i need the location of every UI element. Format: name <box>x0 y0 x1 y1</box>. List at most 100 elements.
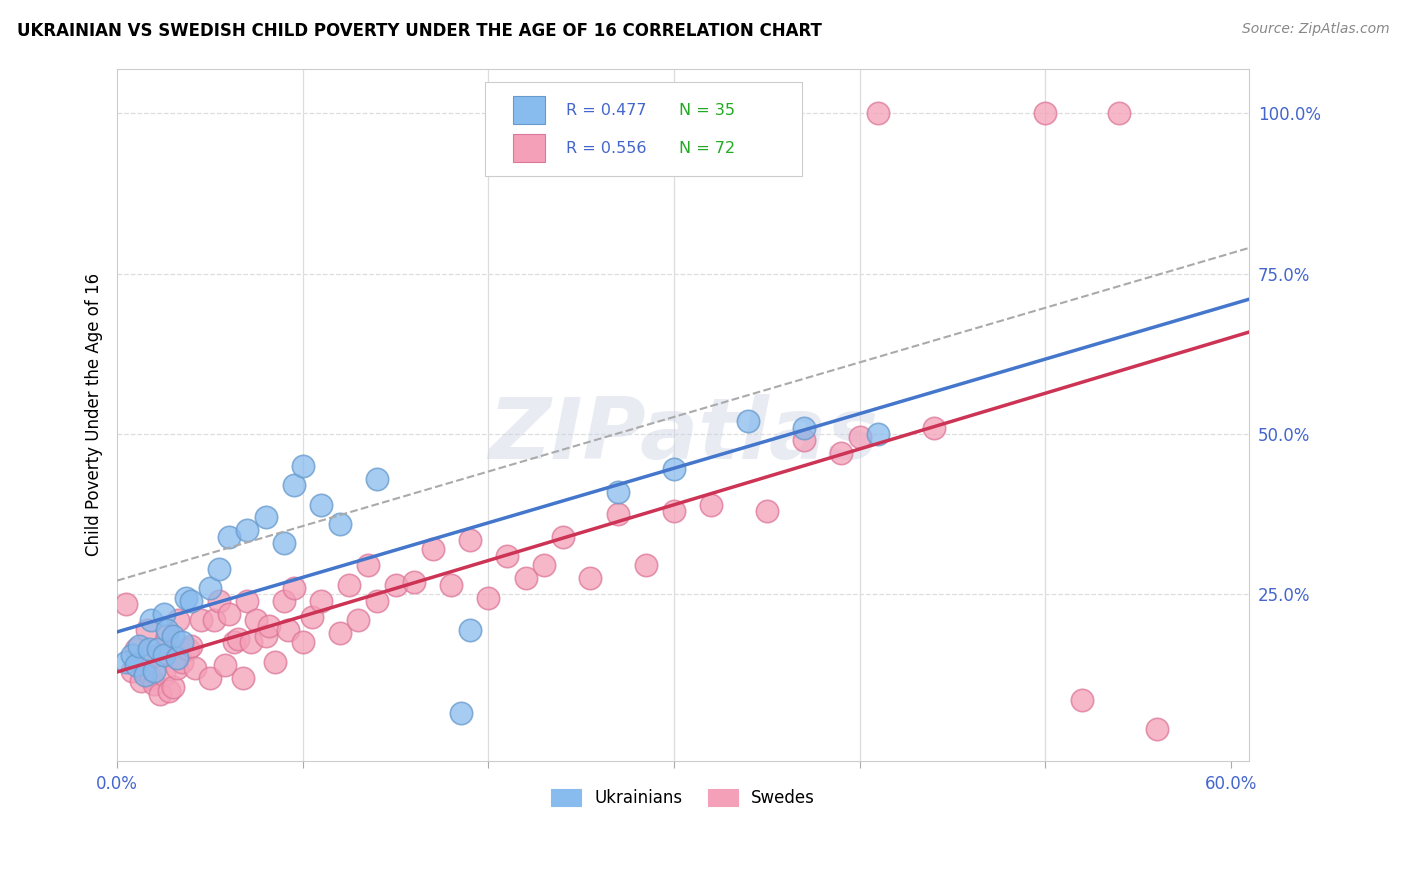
Point <box>125 641 148 656</box>
Point <box>347 613 370 627</box>
Point <box>162 681 184 695</box>
Point <box>830 446 852 460</box>
Point <box>239 635 262 649</box>
Point <box>700 498 723 512</box>
Point <box>793 434 815 448</box>
Point <box>357 558 380 573</box>
Point <box>1071 693 1094 707</box>
Point <box>121 665 143 679</box>
Point <box>218 530 240 544</box>
Point <box>180 594 202 608</box>
Point <box>458 533 481 547</box>
Point <box>458 623 481 637</box>
Point <box>152 648 174 663</box>
Point <box>184 661 207 675</box>
Point <box>291 635 314 649</box>
Point <box>125 657 148 672</box>
Point <box>533 558 555 573</box>
Point <box>579 571 602 585</box>
Point <box>254 629 277 643</box>
Point <box>607 484 630 499</box>
Point <box>128 639 150 653</box>
Point <box>662 504 685 518</box>
Point <box>922 420 945 434</box>
Point <box>264 655 287 669</box>
Point <box>737 414 759 428</box>
Text: N = 35: N = 35 <box>679 103 735 118</box>
Point <box>134 665 156 679</box>
Point <box>180 639 202 653</box>
Point <box>198 671 221 685</box>
Point <box>496 549 519 563</box>
Text: Source: ZipAtlas.com: Source: ZipAtlas.com <box>1241 22 1389 37</box>
Point <box>662 462 685 476</box>
Point <box>156 629 179 643</box>
Point <box>551 530 574 544</box>
Point <box>139 613 162 627</box>
Point <box>172 635 194 649</box>
Point <box>152 607 174 621</box>
Point <box>202 613 225 627</box>
Point <box>1146 722 1168 736</box>
Point <box>311 498 333 512</box>
Point <box>208 562 231 576</box>
Legend: Ukrainians, Swedes: Ukrainians, Swedes <box>543 780 824 815</box>
Point <box>259 619 281 633</box>
Point <box>135 623 157 637</box>
Point <box>172 655 194 669</box>
Point <box>477 591 499 605</box>
Point <box>156 623 179 637</box>
Point <box>329 516 352 531</box>
Point <box>291 459 314 474</box>
Point <box>236 523 259 537</box>
Point <box>149 687 172 701</box>
Point <box>218 607 240 621</box>
Point <box>236 594 259 608</box>
Point <box>366 472 388 486</box>
Point <box>1108 106 1130 120</box>
Point <box>1033 106 1056 120</box>
FancyBboxPatch shape <box>513 96 546 124</box>
Point <box>329 625 352 640</box>
Text: ZIPatlas: ZIPatlas <box>488 394 879 477</box>
Point <box>273 594 295 608</box>
Point <box>793 420 815 434</box>
Point <box>167 613 190 627</box>
Point <box>311 594 333 608</box>
Point <box>143 665 166 679</box>
Point <box>115 655 138 669</box>
FancyBboxPatch shape <box>513 135 546 162</box>
Point <box>301 609 323 624</box>
Point <box>166 661 188 675</box>
Point <box>755 504 778 518</box>
Point <box>139 671 162 685</box>
Point <box>146 648 169 663</box>
Point <box>174 591 197 605</box>
Point <box>131 673 153 688</box>
FancyBboxPatch shape <box>485 82 803 176</box>
Point <box>607 507 630 521</box>
Point <box>152 667 174 681</box>
Point <box>214 657 236 672</box>
Point <box>166 651 188 665</box>
Point <box>273 536 295 550</box>
Point <box>224 635 246 649</box>
Point <box>157 683 180 698</box>
Point <box>121 648 143 663</box>
Point <box>868 427 890 442</box>
Point <box>198 581 221 595</box>
Point <box>155 641 177 656</box>
Point <box>138 641 160 656</box>
Point <box>384 578 406 592</box>
Point <box>134 667 156 681</box>
Point <box>636 558 658 573</box>
Point <box>450 706 472 720</box>
Point <box>226 632 249 647</box>
Point <box>868 106 890 120</box>
Point <box>440 578 463 592</box>
Point <box>208 594 231 608</box>
Point <box>283 478 305 492</box>
Point <box>404 574 426 589</box>
Point <box>848 430 870 444</box>
Text: UKRAINIAN VS SWEDISH CHILD POVERTY UNDER THE AGE OF 16 CORRELATION CHART: UKRAINIAN VS SWEDISH CHILD POVERTY UNDER… <box>17 22 821 40</box>
